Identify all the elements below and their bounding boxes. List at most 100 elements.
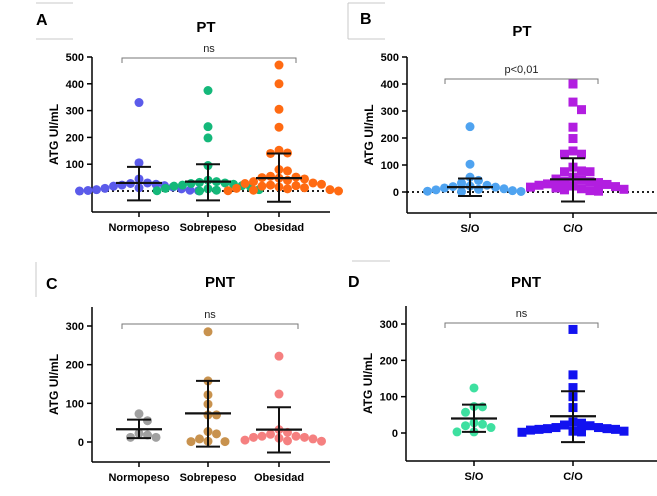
panel-A: APT0100200300400500ATG UI/mLnsNormopesoS… — [36, 2, 343, 234]
data-point — [274, 60, 284, 70]
data-point — [143, 416, 152, 426]
data-point — [469, 383, 479, 393]
significance-bracket — [444, 78, 599, 84]
data-point — [499, 184, 509, 194]
significance-bracket — [444, 322, 599, 328]
data-point — [240, 435, 250, 445]
data-point — [517, 427, 527, 437]
y-tick-label: 100 — [66, 159, 84, 171]
data-point — [334, 186, 343, 196]
significance-label: ns — [203, 43, 215, 55]
data-point — [526, 182, 535, 192]
data-point — [249, 177, 258, 187]
data-point — [195, 434, 204, 444]
data-point — [577, 166, 586, 176]
data-point — [308, 178, 318, 188]
data-point — [152, 186, 162, 196]
significance-label: p<0,01 — [505, 64, 539, 76]
data-point — [291, 431, 301, 441]
chart-title: PT — [196, 19, 215, 36]
data-point — [594, 423, 603, 433]
data-point — [452, 427, 462, 437]
data-point — [203, 122, 213, 132]
data-point — [534, 180, 544, 190]
data-point — [560, 149, 569, 159]
y-tick-label: 300 — [66, 321, 84, 333]
data-point — [543, 179, 552, 189]
data-point — [212, 410, 221, 420]
x-tick-label: Obesidad — [254, 222, 304, 234]
data-point — [75, 186, 84, 196]
data-point — [257, 431, 267, 441]
y-tick-label: 300 — [381, 106, 399, 118]
data-point — [161, 183, 170, 193]
y-axis-label: ATG UI/mL — [47, 104, 61, 165]
significance-label: ns — [204, 309, 216, 321]
x-tick-label: Sobrepeso — [180, 472, 237, 484]
panel-label: A — [36, 12, 48, 29]
data-point — [274, 389, 284, 399]
y-axis-label: ATG UI/mL — [47, 354, 61, 415]
data-point — [257, 181, 267, 191]
data-point — [577, 427, 586, 437]
data-point — [577, 105, 586, 115]
data-point — [457, 178, 466, 188]
data-point — [482, 180, 492, 190]
data-point — [585, 186, 595, 196]
data-point — [560, 420, 569, 430]
data-point — [568, 324, 578, 334]
data-point — [478, 419, 487, 429]
y-tick-label: 100 — [66, 398, 84, 410]
data-point — [474, 175, 483, 185]
data-point — [291, 181, 301, 191]
data-point — [526, 425, 535, 435]
panel-B: B PT 0 100 200 300 400 500 ATG UI/mL p<0,01 S/O C/O — [347, 2, 657, 235]
data-point — [508, 186, 517, 196]
data-point — [186, 178, 196, 188]
x-tick-label: Normopeso — [108, 472, 169, 484]
data-point — [223, 186, 233, 196]
data-point — [534, 424, 544, 434]
data-point — [195, 186, 204, 196]
data-point — [83, 185, 93, 195]
panel-label: D — [348, 274, 360, 291]
y-axis-label: ATG UI/mL — [361, 353, 375, 414]
chart-title: PNT — [205, 274, 235, 291]
data-point — [203, 133, 213, 143]
data-point — [543, 424, 552, 434]
data-point — [491, 182, 500, 192]
data-point — [602, 179, 612, 189]
x-tick-label: C/O — [563, 471, 583, 483]
data-point — [240, 178, 250, 188]
data-point — [92, 185, 101, 195]
data-point — [568, 146, 578, 156]
panel-D: D PNT 0 100 200 300 ATG UI/mL ns S/O C/O — [348, 260, 657, 483]
y-axis-label: ATG UI/mL — [362, 104, 376, 165]
y-tick-label: 300 — [66, 106, 84, 118]
data-point — [266, 180, 275, 190]
data-point — [568, 122, 578, 132]
data-point — [212, 185, 221, 195]
chart-title: PT — [512, 23, 531, 40]
x-tick-label: Sobrepeso — [180, 222, 237, 234]
data-point — [465, 159, 475, 169]
data-point — [300, 174, 309, 184]
data-point — [611, 424, 620, 434]
data-point — [274, 79, 284, 89]
chart-title: PNT — [511, 274, 541, 291]
data-point — [100, 183, 110, 193]
data-point — [134, 98, 144, 108]
data-point — [249, 185, 258, 195]
data-point — [423, 186, 432, 196]
data-point — [611, 182, 620, 192]
y-tick-label: 500 — [66, 52, 84, 64]
data-point — [317, 436, 326, 446]
data-point — [274, 122, 284, 132]
data-point — [551, 183, 561, 193]
data-point — [283, 166, 292, 176]
y-tick-label: 300 — [380, 319, 398, 331]
data-point — [461, 421, 470, 431]
data-point — [186, 437, 196, 447]
y-tick-label: 200 — [381, 133, 399, 145]
